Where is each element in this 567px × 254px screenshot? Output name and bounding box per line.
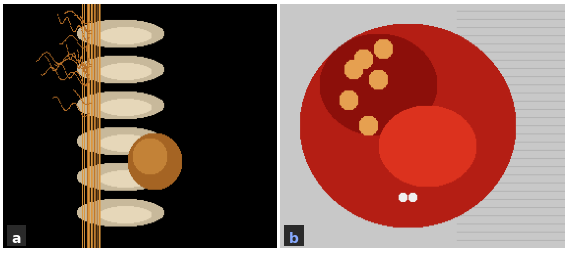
Text: a: a [12,231,22,245]
FancyBboxPatch shape [7,226,26,246]
FancyBboxPatch shape [284,226,304,246]
Text: b: b [289,231,299,245]
